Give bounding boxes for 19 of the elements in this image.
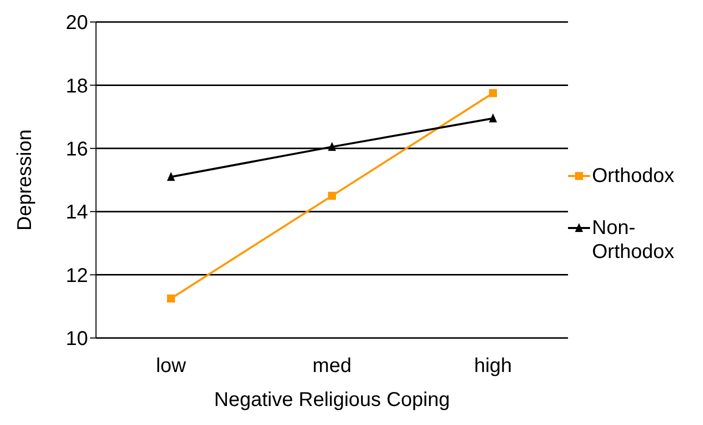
x-tick-label: med <box>312 355 352 378</box>
x-tick-label: high <box>474 355 512 378</box>
point <box>489 113 497 122</box>
point <box>489 89 497 98</box>
y-axis-title: Depression <box>14 129 36 231</box>
x-tick-label: low <box>156 355 187 378</box>
point <box>167 172 175 181</box>
y-tick-label: 14 <box>66 202 88 224</box>
x-axis-title: Negative Religious Coping <box>214 389 450 411</box>
y-tick-label: 16 <box>66 138 88 160</box>
y-tick-label: 12 <box>66 264 88 287</box>
y-tick-label: 18 <box>66 75 88 98</box>
point <box>328 142 336 151</box>
y-tick-label: 10 <box>66 328 88 350</box>
legend-label: Non-Orthodox <box>592 216 676 264</box>
y-tick-label: 20 <box>66 12 88 34</box>
legend-label: Orthodox <box>592 164 676 188</box>
point <box>167 294 175 302</box>
point <box>328 192 336 200</box>
